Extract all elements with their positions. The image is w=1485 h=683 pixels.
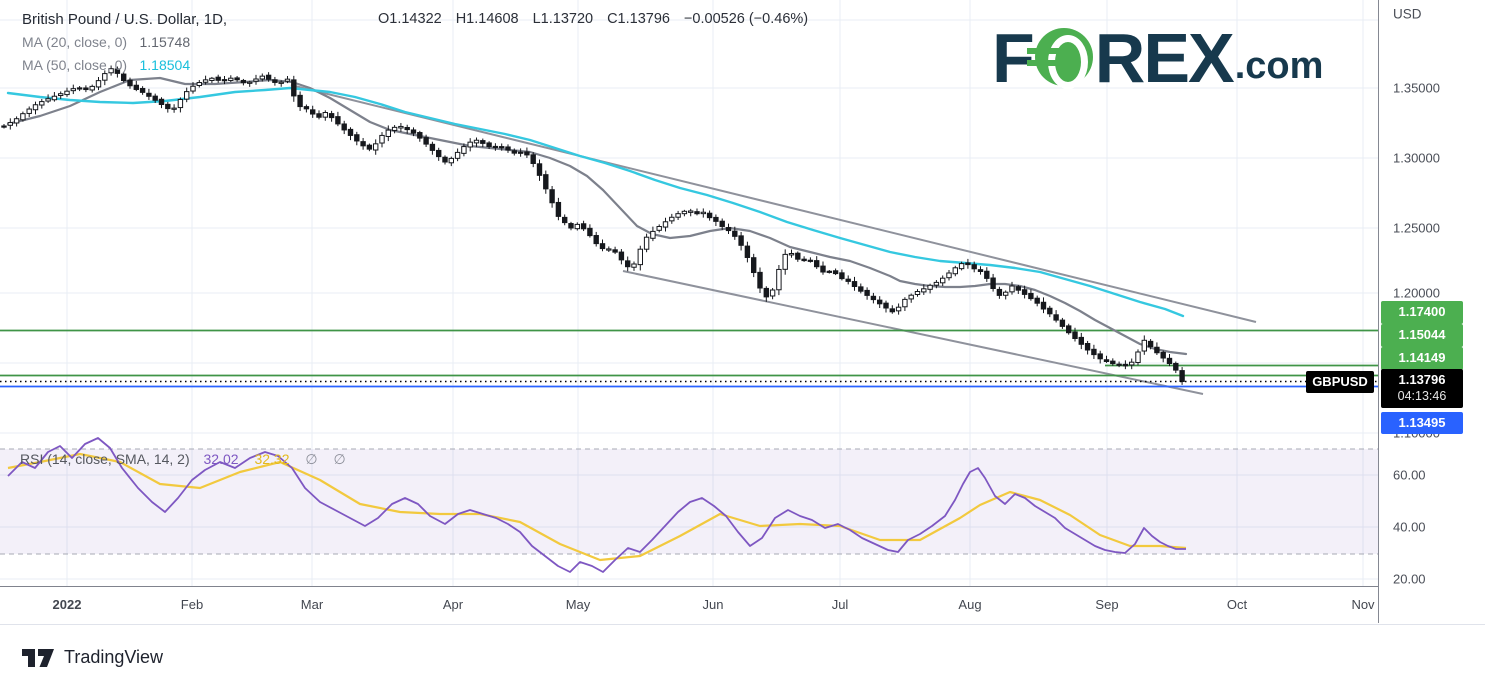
time-axis[interactable]: 2022 Feb Mar Apr May Jun Jul Aug Sep Oct Nov bbox=[0, 586, 1485, 625]
rsi-label: RSI (14, close, SMA, 14, 2) bbox=[20, 451, 190, 467]
forex-logo-rex: REX bbox=[1094, 19, 1235, 97]
ma50-value: 1.18504 bbox=[139, 57, 191, 73]
price-tick-label: 1.30000 bbox=[1393, 150, 1440, 166]
ma50-legend-row[interactable]: MA (50, close, 0) 1.18504 bbox=[22, 54, 227, 77]
rsi-signal-value: 32.32 bbox=[254, 451, 290, 467]
last-price-symbol-chip: GBPUSD bbox=[1306, 371, 1374, 393]
blue-level-badge: 1.13495 bbox=[1381, 412, 1463, 434]
symbol-legend[interactable]: British Pound / U.S. Dollar, 1D, MA (20,… bbox=[22, 8, 227, 77]
time-tick-label-jul: Jul bbox=[831, 597, 849, 612]
tradingview-name: TradingView bbox=[64, 646, 164, 667]
price-tick-label: 20.00 bbox=[1393, 571, 1426, 587]
forex-logo-f: F bbox=[992, 19, 1035, 97]
level-badge-3: 1.14149 bbox=[1381, 347, 1463, 370]
forex-logo-o-icon bbox=[1026, 28, 1093, 89]
price-tick-label: 60.00 bbox=[1393, 467, 1426, 483]
ma20-value: 1.15748 bbox=[139, 34, 191, 50]
time-tick-label-aug: Aug bbox=[958, 597, 982, 612]
time-tick-label-oct: Oct bbox=[1226, 597, 1248, 612]
rsi-empty-value-2: ∅ bbox=[333, 451, 346, 467]
time-tick-label-sep: Sep bbox=[1095, 597, 1119, 612]
level-badge-1: 1.17400 bbox=[1381, 301, 1463, 324]
level-badge-2: 1.15044 bbox=[1381, 324, 1463, 347]
ma20-label: MA (20, close, 0) bbox=[22, 34, 128, 50]
time-tick-label-jun: Jun bbox=[702, 597, 724, 612]
ma20-legend-row[interactable]: MA (20, close, 0) 1.15748 bbox=[22, 31, 227, 54]
time-tick-label-may: May bbox=[565, 597, 591, 612]
symbol-title[interactable]: British Pound / U.S. Dollar, 1D, bbox=[22, 11, 228, 28]
tradingview-logo[interactable]: TradingView bbox=[20, 644, 163, 670]
price-tick-label: 1.35000 bbox=[1393, 80, 1440, 96]
tradingview-icon bbox=[22, 649, 54, 667]
price-tick-label: 40.00 bbox=[1393, 519, 1426, 535]
ohlc-high: H1.14608 bbox=[455, 11, 519, 27]
rsi-legend[interactable]: RSI (14, close, SMA, 14, 2) 32.02 32.32 … bbox=[20, 451, 346, 468]
rsi-empty-value-1: ∅ bbox=[305, 451, 318, 467]
axis-currency-label: USD bbox=[1393, 6, 1422, 22]
ohlc-open: O1.14322 bbox=[378, 11, 442, 27]
time-tick-label-apr: Apr bbox=[442, 597, 464, 612]
ohlc-close: C1.13796 bbox=[607, 11, 670, 27]
bar-countdown: 04:13:46 bbox=[1397, 389, 1447, 403]
forex-logo-tld: .com bbox=[1234, 45, 1324, 87]
ohlc-low: L1.13720 bbox=[532, 11, 594, 27]
time-tick-label-mar: Mar bbox=[300, 597, 324, 612]
last-price-value: 1.13796 bbox=[1398, 372, 1446, 387]
rsi-value: 32.02 bbox=[203, 451, 239, 467]
ohlc-readout: O1.14322 H1.14608 L1.13720 C1.13796 −0.00526… bbox=[378, 8, 822, 31]
price-tick-label: 1.20000 bbox=[1393, 285, 1440, 301]
price-tick-label: 1.25000 bbox=[1393, 220, 1440, 236]
chart-canvas[interactable] bbox=[0, 0, 1378, 586]
time-tick-label-nov: Nov bbox=[1351, 597, 1375, 612]
last-price-badge: 1.13796 04:13:46 bbox=[1381, 369, 1463, 408]
ohlc-change: −0.00526 (−0.46%) bbox=[683, 11, 809, 27]
price-axis[interactable]: USD 1.350001.300001.250001.200001.150001… bbox=[1378, 0, 1485, 623]
forex-watermark: F REX .com bbox=[992, 19, 1324, 97]
time-tick-label-2022: 2022 bbox=[52, 597, 82, 612]
time-tick-label-feb: Feb bbox=[180, 597, 204, 612]
ma50-label: MA (50, close, 0) bbox=[22, 57, 128, 73]
